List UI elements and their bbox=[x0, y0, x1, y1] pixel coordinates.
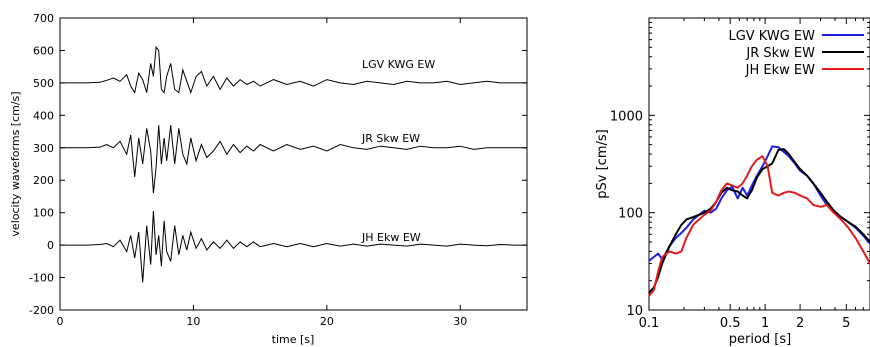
waveform-y-tick-label: 500 bbox=[33, 77, 54, 90]
waveform-y-tick-label: 600 bbox=[33, 44, 54, 57]
spectrum-x-tick-label: 0.5 bbox=[720, 316, 741, 331]
waveform-x-axis-title: time [s] bbox=[272, 333, 315, 346]
spectrum-legend-label: LGV KWG EW bbox=[728, 29, 815, 44]
waveform-traces bbox=[60, 45, 527, 283]
waveform-x-tick-label: 0 bbox=[57, 315, 64, 328]
spectrum-x-tick-label: 2 bbox=[796, 316, 804, 331]
spectrum-lines bbox=[648, 145, 870, 297]
waveform-x-ticks: 0 10 20 30 bbox=[57, 18, 467, 328]
spectrum-x-ticks: 0.1 0.5 1 2 5 bbox=[639, 18, 864, 331]
waveform-y-ticks: -200 -100 0 100 200 300 400 500 600 700 bbox=[29, 12, 527, 317]
spectrum-plot-frame bbox=[648, 17, 870, 311]
spectrum-series-line bbox=[648, 155, 870, 297]
spectrum-chart: 0.1 0.5 1 2 5 10 100 1000 LGV KWG EW JR Skw EW J… bbox=[595, 17, 870, 347]
waveform-x-tick-label: 20 bbox=[320, 315, 334, 328]
waveform-trace-label-lgv: LGV KWG EW bbox=[362, 58, 435, 71]
waveform-y-axis-title: velocity waveforms [cm/s] bbox=[9, 91, 22, 236]
spectrum-y-ticks: 10 100 1000 bbox=[610, 21, 870, 319]
waveform-x-tick-label: 10 bbox=[186, 315, 200, 328]
waveform-trace-line bbox=[60, 125, 527, 194]
waveform-trace-label-jh: JH Ekw EW bbox=[361, 231, 421, 244]
spectrum-legend-label: JH Ekw EW bbox=[745, 63, 815, 78]
spectrum-x-axis-title: period [s] bbox=[729, 332, 791, 347]
waveform-y-tick-label: 300 bbox=[33, 142, 54, 155]
waveform-y-tick-label: -200 bbox=[29, 304, 54, 317]
waveform-y-tick-label: 200 bbox=[33, 174, 54, 187]
waveform-y-tick-label: 0 bbox=[47, 239, 54, 252]
waveform-y-tick-label: 700 bbox=[33, 12, 54, 25]
spectrum-legend: LGV KWG EW JR Skw EW JH Ekw EW bbox=[728, 29, 864, 78]
waveform-trace-label-jr: JR Skw EW bbox=[361, 132, 420, 145]
waveform-trace-line bbox=[60, 45, 527, 95]
spectrum-y-tick-label: 1000 bbox=[610, 109, 643, 124]
spectrum-x-tick-label: 0.1 bbox=[639, 316, 660, 331]
waveform-y-tick-label: 100 bbox=[33, 207, 54, 220]
waveform-chart: 0 10 20 30 -200 -100 0 100 200 300 400 500 600 700 L… bbox=[9, 12, 528, 346]
waveform-plot-frame bbox=[59, 17, 528, 311]
spectrum-legend-label: JR Skw EW bbox=[745, 46, 815, 61]
spectrum-y-axis-title: pSv [cm/s] bbox=[595, 129, 610, 198]
waveform-y-tick-label: -100 bbox=[29, 272, 54, 285]
spectrum-series-line bbox=[648, 148, 870, 294]
spectrum-x-tick-label: 5 bbox=[842, 316, 850, 331]
waveform-x-tick-label: 30 bbox=[453, 315, 467, 328]
spectrum-y-tick-label: 10 bbox=[626, 304, 643, 319]
spectrum-y-tick-label: 100 bbox=[618, 207, 643, 222]
spectrum-x-tick-label: 1 bbox=[761, 316, 769, 331]
waveform-y-tick-label: 400 bbox=[33, 109, 54, 122]
waveform-trace-line bbox=[60, 210, 527, 283]
spectrum-series-line bbox=[648, 145, 870, 262]
